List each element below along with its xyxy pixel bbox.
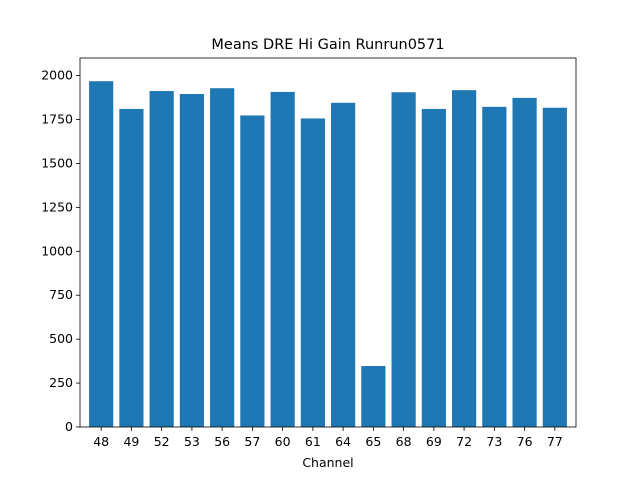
bar-65 (361, 366, 386, 427)
y-tick-label: 2000 (41, 68, 73, 83)
x-tick-label: 57 (244, 434, 260, 449)
bar-73 (482, 106, 507, 427)
x-tick-label: 65 (365, 434, 381, 449)
y-tick-label: 1750 (41, 112, 73, 127)
x-tick-label: 68 (396, 434, 412, 449)
bar-49 (119, 108, 144, 427)
x-axis-label: Channel (302, 455, 353, 470)
x-tick-label: 61 (305, 434, 321, 449)
plot-frame (79, 57, 577, 428)
y-tick-label: 500 (49, 331, 73, 346)
bar-76 (512, 97, 537, 427)
bar-57 (240, 115, 265, 428)
bar-61 (300, 118, 325, 428)
x-tick-label: 76 (517, 434, 533, 449)
x-tick-label: 56 (214, 434, 230, 449)
y-tick-label: 250 (49, 375, 73, 390)
x-tick-label: 77 (547, 434, 563, 449)
bar-64 (331, 102, 356, 428)
x-tick-label: 49 (123, 434, 139, 449)
x-tick-label: 53 (184, 434, 200, 449)
bar-60 (270, 91, 295, 428)
x-tick-label: 64 (335, 434, 351, 449)
bar-72 (452, 90, 477, 428)
bar-53 (179, 94, 204, 428)
x-tick-label: 52 (154, 434, 170, 449)
x-tick-label: 73 (486, 434, 502, 449)
y-tick-label: 1000 (41, 243, 73, 258)
x-tick-label: 60 (275, 434, 291, 449)
x-tick-label: 72 (456, 434, 472, 449)
chart-title: Means DRE Hi Gain Runrun0571 (211, 37, 444, 53)
x-tick-label: 48 (93, 434, 109, 449)
y-tick-label: 1500 (41, 155, 73, 170)
bar-77 (542, 107, 567, 427)
plot-area: 0 250 500 750 1000 1250 1500 1750 2000 48 49 52 53 56… (41, 57, 577, 449)
bar-48 (89, 81, 114, 428)
x-tick-label: 69 (426, 434, 442, 449)
y-tick-label: 1250 (41, 199, 73, 214)
bar-52 (149, 91, 174, 427)
bar-68 (391, 92, 416, 427)
bar-69 (421, 108, 446, 427)
bar-56 (210, 88, 235, 428)
y-tick-label: 750 (49, 287, 73, 302)
y-tick-label: 0 (65, 419, 73, 434)
